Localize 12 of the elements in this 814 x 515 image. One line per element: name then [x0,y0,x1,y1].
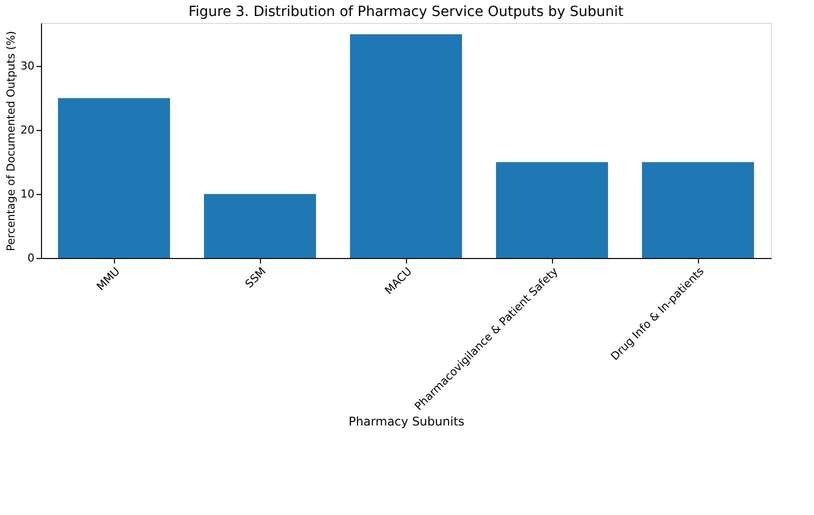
bar [642,162,754,258]
bar [58,98,170,258]
y-tick-label: 20 [20,124,34,137]
chart-title: Figure 3. Distribution of Pharmacy Service Outputs by Subunit [188,4,624,20]
y-tick-label: 0 [28,252,34,264]
y-axis-title: Percentage of Documented Outputs (%) [4,30,18,252]
bar [204,194,316,258]
y-tick-label: 30 [20,60,34,73]
y-tick-label: 10 [20,188,34,201]
bar [496,162,608,258]
x-axis-title: Pharmacy Subunits [348,414,464,428]
bar [350,34,462,258]
